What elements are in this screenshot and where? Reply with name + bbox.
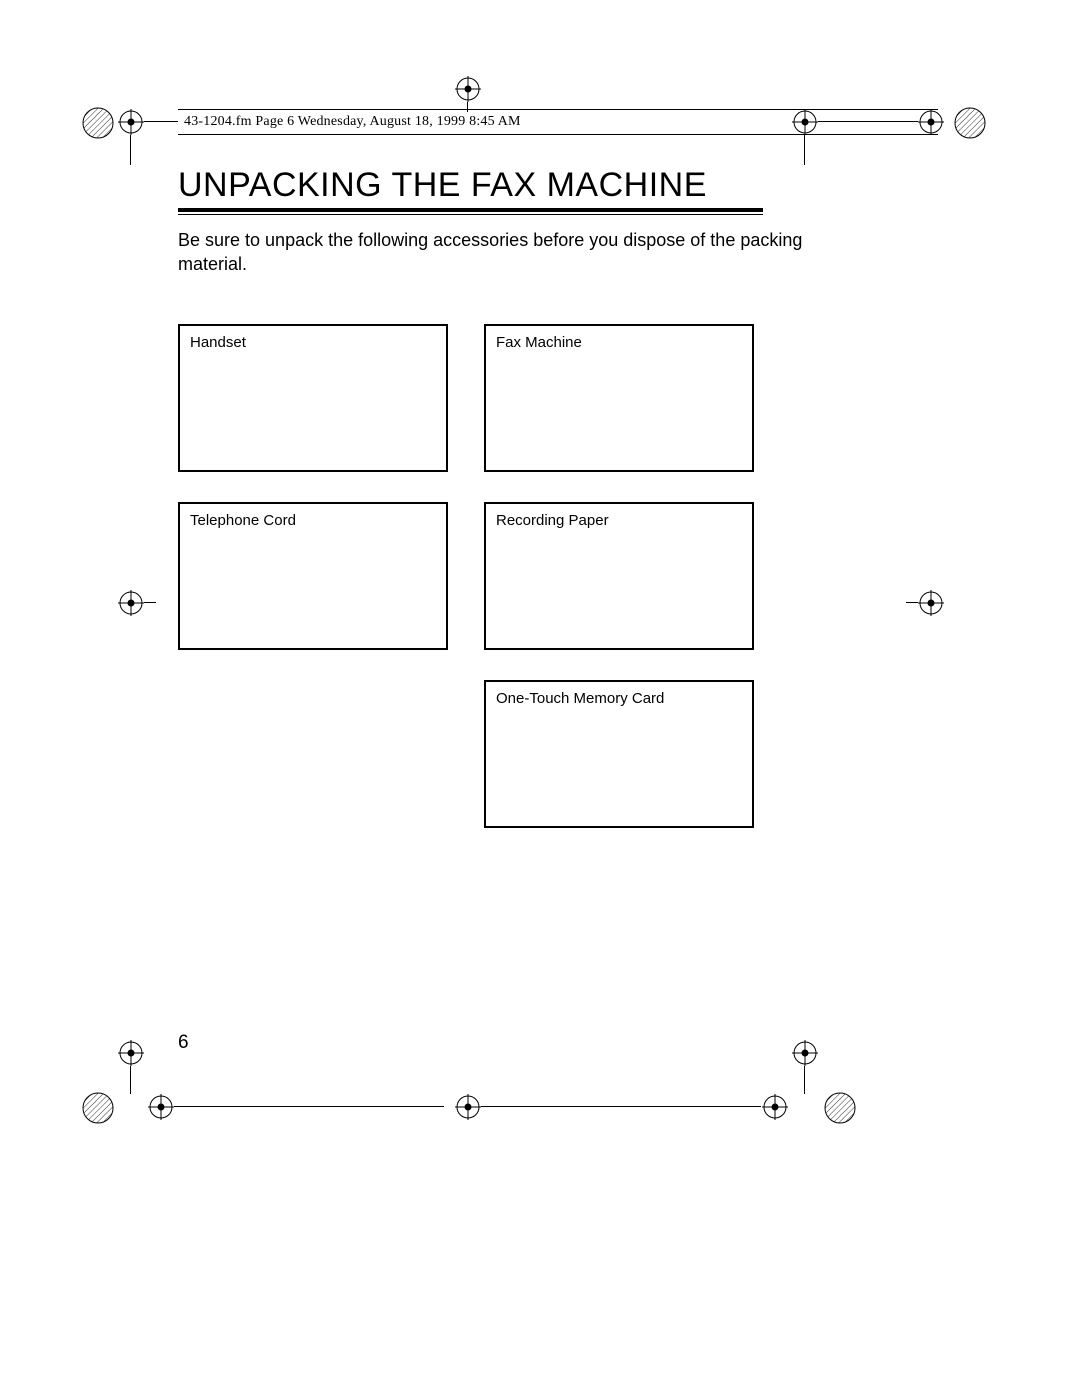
printer-crop-line xyxy=(906,602,918,603)
printer-regmark-icon xyxy=(918,109,944,135)
page-title: UNPACKING THE FAX MACHINE xyxy=(178,166,707,205)
accessory-box-fax-machine: Fax Machine xyxy=(484,324,754,472)
header-running-text: 43-1204.fm Page 6 Wednesday, August 18, … xyxy=(178,109,938,135)
printer-regmark-icon xyxy=(792,109,818,135)
printer-corner-disc-icon xyxy=(824,1092,856,1124)
printer-regmark-icon xyxy=(118,109,144,135)
printer-regmark-icon xyxy=(118,590,144,616)
accessory-box-telephone-cord: Telephone Cord xyxy=(178,502,448,650)
printer-crop-line xyxy=(481,1106,761,1107)
printer-crop-line xyxy=(130,135,131,165)
printer-corner-disc-icon xyxy=(82,1092,114,1124)
printer-regmark-icon xyxy=(148,1094,174,1120)
printer-corner-disc-icon xyxy=(82,107,114,139)
printer-crop-line xyxy=(804,1066,805,1094)
printer-crop-line xyxy=(144,602,156,603)
accessory-label: Handset xyxy=(190,334,246,351)
printer-crop-line xyxy=(144,121,178,122)
printer-regmark-icon xyxy=(455,1094,481,1120)
accessory-label: Recording Paper xyxy=(496,512,609,529)
printer-regmark-icon xyxy=(918,590,944,616)
printer-crop-line xyxy=(467,102,468,112)
accessory-box-memory-card: One-Touch Memory Card xyxy=(484,680,754,828)
accessory-label: Fax Machine xyxy=(496,334,582,351)
printer-crop-line xyxy=(130,1066,131,1094)
accessory-box-handset: Handset xyxy=(178,324,448,472)
accessory-label: Telephone Cord xyxy=(190,512,296,529)
printer-crop-line xyxy=(804,135,805,165)
printer-regmark-icon xyxy=(792,1040,818,1066)
printer-crop-line xyxy=(818,121,918,122)
accessory-box-recording-paper: Recording Paper xyxy=(484,502,754,650)
printer-regmark-icon xyxy=(455,76,481,102)
title-rule xyxy=(178,208,763,215)
printer-corner-disc-icon xyxy=(954,107,986,139)
printer-crop-line xyxy=(174,1106,444,1107)
printer-regmark-icon xyxy=(118,1040,144,1066)
accessory-label: One-Touch Memory Card xyxy=(496,690,664,707)
intro-paragraph: Be sure to unpack the following accessor… xyxy=(178,228,848,276)
page-number: 6 xyxy=(178,1032,189,1054)
printer-regmark-icon xyxy=(762,1094,788,1120)
header-text: 43-1204.fm Page 6 Wednesday, August 18, … xyxy=(184,114,521,129)
